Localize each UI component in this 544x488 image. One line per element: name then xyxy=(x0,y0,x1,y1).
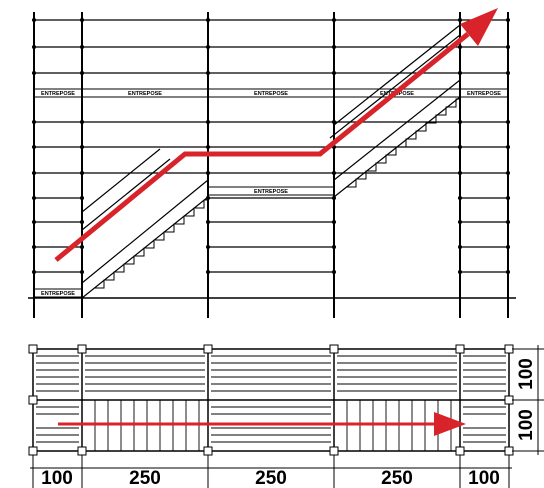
route-arrow-elevation xyxy=(54,8,498,262)
plan-standards xyxy=(81,349,461,451)
board-label-2: ENTREPOSE xyxy=(128,91,162,97)
plan-decking-upper xyxy=(36,355,506,392)
landing-board xyxy=(207,186,335,196)
top-platform xyxy=(33,88,509,98)
standards xyxy=(33,12,509,318)
coupler-dots xyxy=(32,18,510,274)
board-label-6: ENTREPOSE xyxy=(254,189,288,195)
width-dimension xyxy=(30,455,512,488)
bottom-board xyxy=(33,288,83,298)
board-label-5: ENTREPOSE xyxy=(467,91,501,97)
upper-stair-flight xyxy=(329,24,461,198)
elevation-view: ENTREPOSE ENTREPOSE ENTREPOSE ENTREPOSE … xyxy=(28,8,516,318)
dim-width-2: 250 xyxy=(129,468,161,488)
board-label-3: ENTREPOSE xyxy=(254,91,288,97)
depth-dimension xyxy=(512,345,544,455)
dim-width-1: 100 xyxy=(41,468,73,488)
dim-depth-2: 100 xyxy=(516,409,537,441)
dim-width-5: 100 xyxy=(468,468,500,488)
board-label-7: ENTREPOSE xyxy=(41,291,75,297)
middle-bay-ledgers xyxy=(82,121,460,273)
dim-width-4: 250 xyxy=(381,468,413,488)
dim-width-3: 250 xyxy=(255,468,287,488)
lower-stair-flight xyxy=(81,148,209,299)
plan-decking-lower xyxy=(36,406,506,443)
dim-depth-1: 100 xyxy=(516,358,537,390)
board-label-1: ENTREPOSE xyxy=(41,91,75,97)
route-arrow-plan xyxy=(58,412,466,436)
plan-joints xyxy=(28,344,514,456)
plan-view: 100 250 250 250 100 100 100 xyxy=(28,344,544,488)
